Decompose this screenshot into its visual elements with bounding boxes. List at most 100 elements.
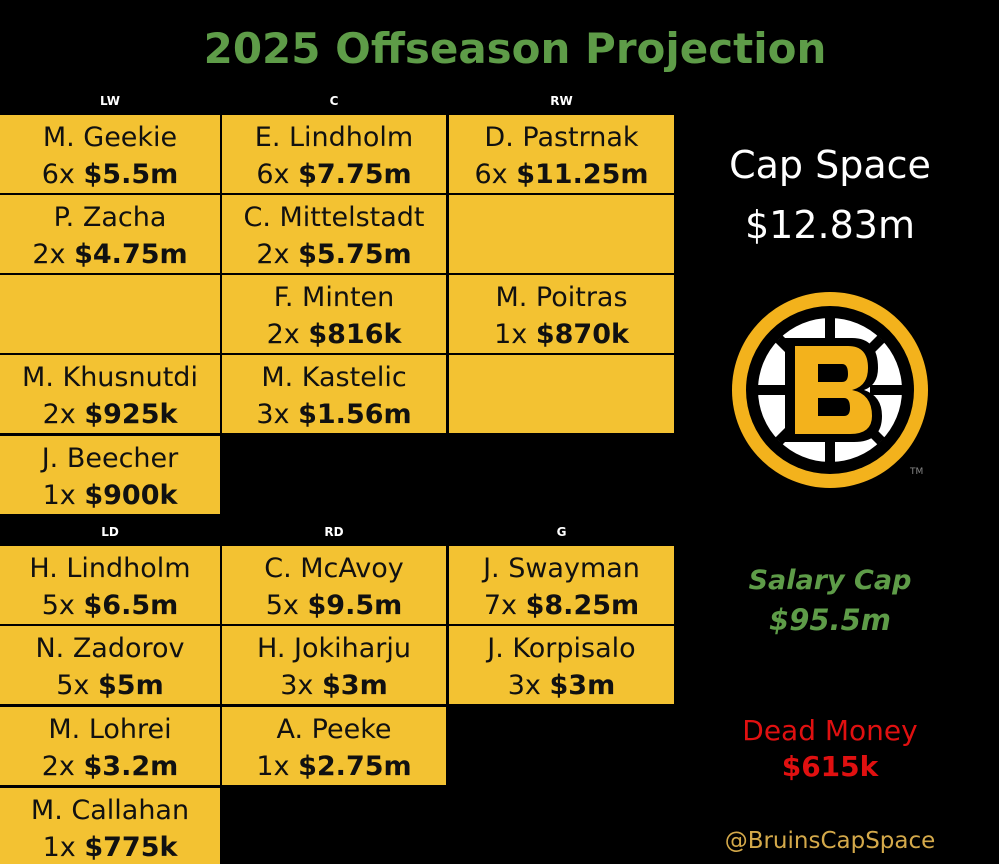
contract-years: 3x	[256, 399, 290, 430]
position-header: LD	[101, 525, 119, 539]
contract-years: 1x	[494, 319, 528, 350]
player-name: H. Lindholm	[29, 553, 191, 584]
player-cell: N. Zadorov 5x $5m	[0, 626, 220, 704]
player-cell: C. Mittelstadt 2x $5.75m	[222, 195, 446, 273]
contract-years: 3x	[280, 670, 314, 701]
contract-years: 5x	[265, 590, 299, 621]
contract-amount: $9.5m	[307, 590, 403, 621]
contract: 7x $8.25m	[449, 587, 674, 624]
contract-amount: $5.5m	[83, 159, 179, 190]
player-cell: H. Lindholm 5x $6.5m	[0, 546, 220, 624]
player-cell: D. Pastrnak 6x $11.25m	[449, 115, 674, 193]
contract-years: 7x	[483, 590, 518, 621]
contract-years: 6x	[256, 159, 290, 190]
contract-amount: $3.2m	[83, 751, 179, 782]
player-cell: E. Lindholm 6x $7.75m	[222, 115, 446, 193]
player-name: M. Khusnutdi	[22, 362, 198, 393]
player-name: C. McAvoy	[264, 553, 404, 584]
contract-years: 2x	[41, 751, 75, 782]
empty-slot	[0, 275, 220, 353]
player-cell: M. Lohrei 2x $3.2m	[0, 707, 220, 785]
player-name: A. Peeke	[276, 714, 392, 745]
cap-space-value: $12.83m	[745, 203, 915, 247]
cap-space-label: Cap Space	[729, 143, 931, 187]
player-name: P. Zacha	[53, 202, 167, 233]
player-cell: M. Callahan 1x $775k	[0, 788, 220, 864]
contract-amount: $2.75m	[298, 751, 412, 782]
handle: @BruinsCapSpace	[724, 828, 936, 854]
contract: 2x $4.75m	[0, 236, 220, 273]
player-name: J. Beecher	[41, 443, 179, 474]
contract-amount: $5m	[98, 670, 164, 701]
player-cell: J. Swayman 7x $8.25m	[449, 546, 674, 624]
contract-years: 5x	[56, 670, 90, 701]
player-cell: M. Poitras 1x $870k	[449, 275, 674, 353]
contract-amount: $775k	[84, 832, 178, 863]
contract: 5x $5m	[0, 667, 220, 704]
player-cell: J. Korpisalo 3x $3m	[449, 626, 674, 704]
contract: 2x $925k	[0, 396, 220, 433]
contract-years: 1x	[256, 751, 290, 782]
contract-years: 6x	[474, 159, 508, 190]
contract-amount: $3m	[549, 670, 616, 701]
svg-text:TM: TM	[909, 467, 923, 477]
position-header: RD	[324, 525, 344, 539]
contract-years: 3x	[507, 670, 541, 701]
empty-slot	[449, 195, 674, 273]
player-name: E. Lindholm	[254, 122, 414, 153]
player-name: M. Poitras	[495, 282, 628, 313]
contract-amount: $870k	[535, 319, 629, 350]
contract: 2x $816k	[222, 316, 446, 353]
contract: 1x $2.75m	[222, 748, 446, 785]
contract-years: 2x	[32, 239, 66, 270]
contract: 3x $1.56m	[222, 396, 446, 433]
dead-money-label: Dead Money	[742, 714, 918, 747]
position-header: G	[556, 525, 567, 539]
player-name: M. Kastelic	[261, 362, 407, 393]
contract-amount: $925k	[84, 399, 178, 430]
contract-amount: $8.25m	[525, 590, 640, 621]
contract-years: 6x	[41, 159, 75, 190]
contract: 6x $11.25m	[449, 156, 674, 193]
contract-amount: $6.5m	[83, 590, 179, 621]
salary-cap-value: $95.5m	[769, 603, 891, 637]
contract: 1x $870k	[449, 316, 674, 353]
player-cell: M. Khusnutdi 2x $925k	[0, 355, 220, 433]
player-name: J. Swayman	[483, 553, 640, 584]
contract: 2x $5.75m	[222, 236, 446, 273]
player-name: H. Jokiharju	[257, 633, 411, 664]
contract-amount: $5.75m	[298, 239, 412, 270]
player-name: C. Mittelstadt	[243, 202, 425, 233]
player-name: N. Zadorov	[35, 633, 185, 664]
player-cell: M. Geekie 6x $5.5m	[0, 115, 220, 193]
contract: 5x $9.5m	[222, 587, 446, 624]
contract-amount: $11.25m	[516, 159, 649, 190]
player-cell: H. Jokiharju 3x $3m	[222, 626, 446, 704]
player-name: D. Pastrnak	[484, 122, 639, 153]
player-cell: F. Minten 2x $816k	[222, 275, 446, 353]
title: 2025 Offseason Projection	[203, 24, 827, 73]
salary-cap-label: Salary Cap	[748, 565, 912, 596]
contract: 6x $5.5m	[0, 156, 220, 193]
contract: 5x $6.5m	[0, 587, 220, 624]
position-header: C	[329, 94, 339, 108]
contract: 1x $900k	[0, 477, 220, 514]
contract: 3x $3m	[449, 667, 674, 704]
contract: 2x $3.2m	[0, 748, 220, 785]
contract-amount: $816k	[308, 319, 402, 350]
player-name: F. Minten	[273, 282, 395, 313]
player-cell: A. Peeke 1x $2.75m	[222, 707, 446, 785]
dead-money-value: $615k	[781, 750, 879, 783]
contract-years: 2x	[42, 399, 76, 430]
player-name: M. Lohrei	[48, 714, 172, 745]
contract-amount: $4.75m	[74, 239, 188, 270]
player-cell: C. McAvoy 5x $9.5m	[222, 546, 446, 624]
player-cell: J. Beecher 1x $900k	[0, 436, 220, 514]
contract-amount: $3m	[322, 670, 388, 701]
contract-years: 2x	[266, 319, 300, 350]
contract-amount: $1.56m	[298, 399, 412, 430]
contract-years: 5x	[41, 590, 75, 621]
contract-amount: $900k	[84, 480, 178, 511]
contract: 3x $3m	[222, 667, 446, 704]
